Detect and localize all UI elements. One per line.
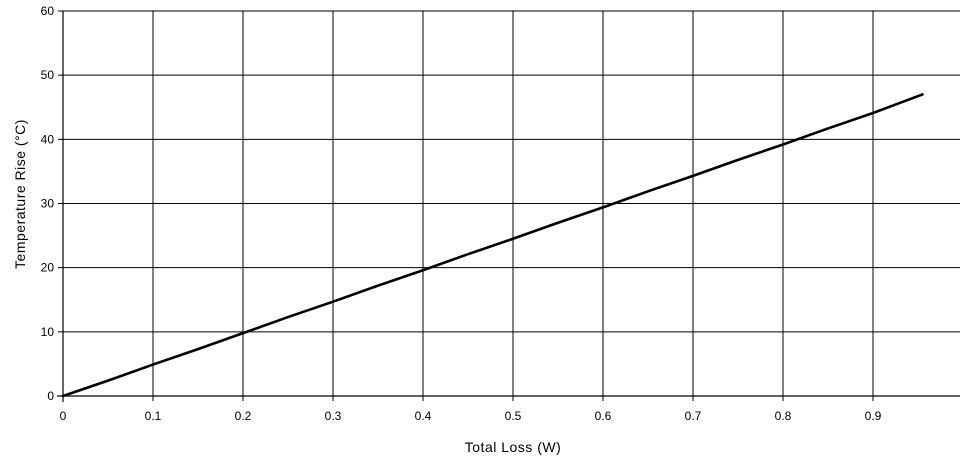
y-tick-label: 20 bbox=[41, 261, 55, 275]
x-tick-labels: 0 0.1 0.2 0.3 0.4 0.5 0.6 0.7 0.8 0.9 bbox=[60, 409, 882, 423]
y-tick-labels: 0 10 20 30 40 50 60 bbox=[41, 4, 55, 403]
tick-marks bbox=[58, 10, 874, 401]
y-tick-label: 50 bbox=[41, 68, 55, 82]
y-tick-label: 10 bbox=[41, 325, 55, 339]
x-tick-label: 0.4 bbox=[415, 409, 432, 423]
y-tick-label: 30 bbox=[41, 197, 55, 211]
y-tick-label: 40 bbox=[41, 132, 55, 146]
x-tick-label: 0.2 bbox=[235, 409, 252, 423]
y-axis-label: Temperature Rise (°C) bbox=[12, 119, 28, 269]
x-tick-label: 0.3 bbox=[325, 409, 342, 423]
x-tick-label: 0.8 bbox=[775, 409, 792, 423]
x-tick-label: 0.7 bbox=[685, 409, 702, 423]
series-line bbox=[61, 93, 924, 398]
x-tick-label: 0.9 bbox=[865, 409, 882, 423]
x-tick-label: 0.5 bbox=[505, 409, 522, 423]
x-tick-label: 0.6 bbox=[595, 409, 612, 423]
grid-lines bbox=[57, 10, 960, 402]
x-tick-label: 0.1 bbox=[145, 409, 162, 423]
series-group bbox=[61, 93, 924, 398]
x-tick-label: 0 bbox=[60, 409, 67, 423]
x-axis-label: Total Loss (W) bbox=[465, 439, 561, 455]
y-tick-label: 60 bbox=[41, 4, 55, 18]
y-tick-label: 0 bbox=[47, 389, 54, 403]
